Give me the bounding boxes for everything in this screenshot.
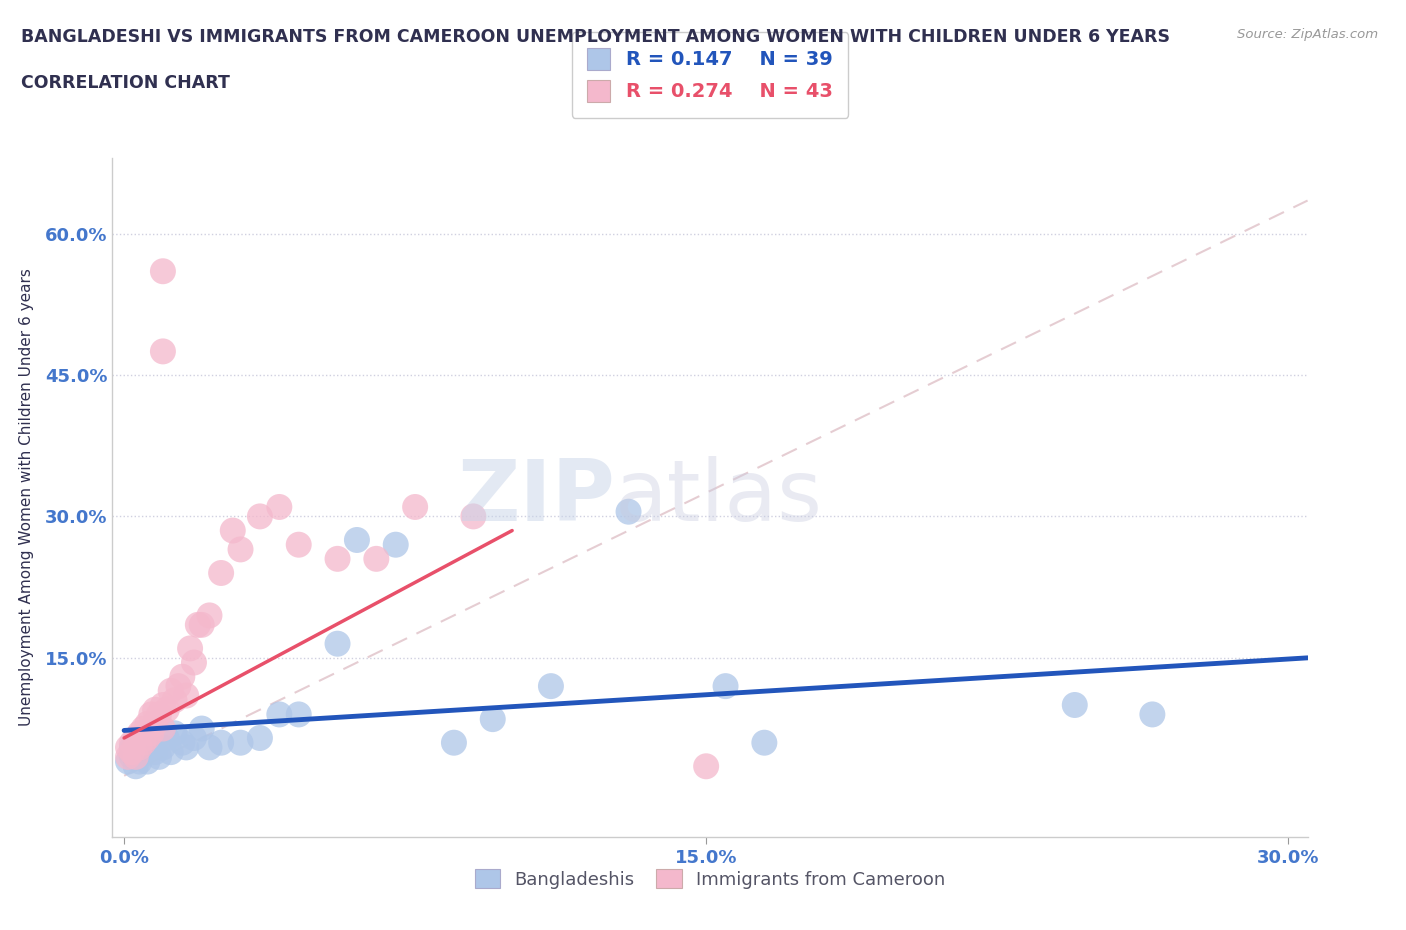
Point xyxy=(269,707,291,722)
Point xyxy=(366,551,388,566)
Point xyxy=(1142,707,1164,722)
Point xyxy=(117,750,139,764)
Point xyxy=(249,731,271,746)
Point xyxy=(326,551,349,566)
Point xyxy=(136,716,159,731)
Point xyxy=(125,750,148,764)
Point xyxy=(404,499,426,514)
Point xyxy=(117,740,139,755)
Point xyxy=(128,736,150,751)
Point xyxy=(540,679,562,694)
Point xyxy=(183,731,205,746)
Point xyxy=(117,754,139,769)
Point xyxy=(326,636,349,651)
Point xyxy=(172,736,194,751)
Point xyxy=(179,641,201,656)
Point xyxy=(190,721,212,736)
Point xyxy=(174,740,197,755)
Point xyxy=(249,509,271,524)
Point xyxy=(463,509,485,524)
Text: Source: ZipAtlas.com: Source: ZipAtlas.com xyxy=(1237,28,1378,41)
Point xyxy=(121,740,143,755)
Point xyxy=(222,523,245,538)
Text: CORRELATION CHART: CORRELATION CHART xyxy=(21,74,231,92)
Point xyxy=(287,707,309,722)
Point xyxy=(167,679,190,694)
Point xyxy=(132,745,155,760)
Point xyxy=(128,754,150,769)
Point xyxy=(617,504,640,519)
Point xyxy=(156,731,179,746)
Point xyxy=(148,707,170,722)
Point xyxy=(187,618,209,632)
Y-axis label: Unemployment Among Women with Children Under 6 years: Unemployment Among Women with Children U… xyxy=(20,269,34,726)
Point xyxy=(128,740,150,755)
Point xyxy=(152,698,174,712)
Point xyxy=(172,670,194,684)
Point xyxy=(136,731,159,746)
Text: atlas: atlas xyxy=(614,456,823,539)
Point xyxy=(443,736,465,751)
Point xyxy=(198,740,221,755)
Point xyxy=(209,736,232,751)
Point xyxy=(198,608,221,623)
Point xyxy=(136,754,159,769)
Point xyxy=(132,721,155,736)
Point xyxy=(143,745,166,760)
Point xyxy=(121,736,143,751)
Point xyxy=(152,740,174,755)
Legend: Bangladeshis, Immigrants from Cameroon: Bangladeshis, Immigrants from Cameroon xyxy=(468,862,952,896)
Point xyxy=(269,499,291,514)
Text: ZIP: ZIP xyxy=(457,456,614,539)
Point xyxy=(132,736,155,751)
Point xyxy=(121,750,143,764)
Point xyxy=(174,688,197,703)
Point xyxy=(209,565,232,580)
Point xyxy=(152,721,174,736)
Point xyxy=(1063,698,1085,712)
Point xyxy=(183,655,205,670)
Point xyxy=(152,264,174,279)
Point xyxy=(141,736,163,751)
Point xyxy=(384,538,406,552)
Point xyxy=(163,725,186,740)
Text: BANGLADESHI VS IMMIGRANTS FROM CAMEROON UNEMPLOYMENT AMONG WOMEN WITH CHILDREN U: BANGLADESHI VS IMMIGRANTS FROM CAMEROON … xyxy=(21,28,1170,46)
Point xyxy=(125,745,148,760)
Point xyxy=(132,731,155,746)
Point xyxy=(156,702,179,717)
Point xyxy=(125,731,148,746)
Point xyxy=(229,736,252,751)
Point xyxy=(695,759,717,774)
Point xyxy=(128,725,150,740)
Point xyxy=(229,542,252,557)
Point xyxy=(481,711,503,726)
Point xyxy=(141,725,163,740)
Point xyxy=(287,538,309,552)
Point xyxy=(346,533,368,548)
Point xyxy=(141,707,163,722)
Point xyxy=(136,740,159,755)
Point xyxy=(125,759,148,774)
Point xyxy=(148,750,170,764)
Point xyxy=(159,745,181,760)
Point xyxy=(714,679,737,694)
Point xyxy=(143,702,166,717)
Point xyxy=(159,684,181,698)
Point xyxy=(754,736,776,751)
Point xyxy=(152,344,174,359)
Point xyxy=(121,745,143,760)
Point xyxy=(190,618,212,632)
Point xyxy=(163,693,186,708)
Point xyxy=(143,716,166,731)
